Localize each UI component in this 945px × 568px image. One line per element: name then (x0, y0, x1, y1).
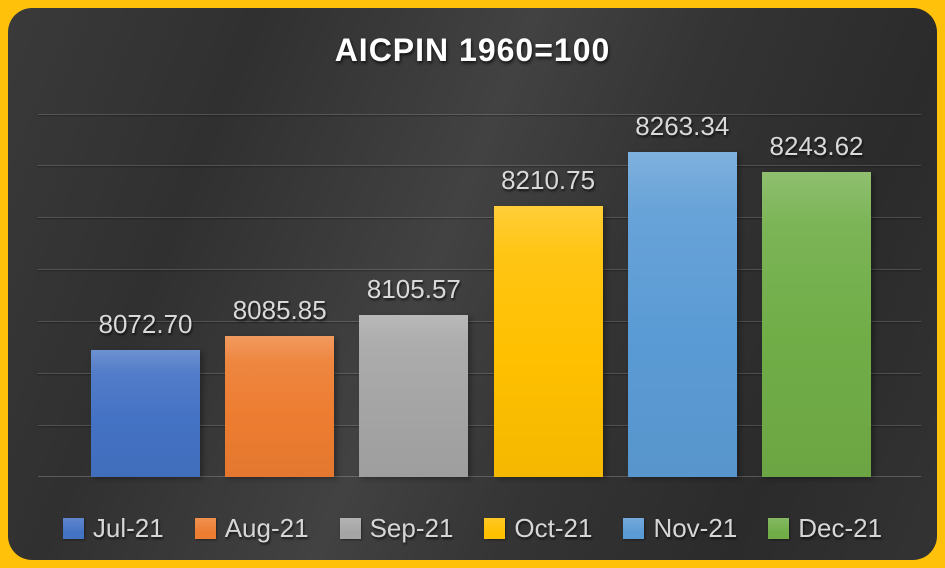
bar-value-label: 8243.62 (769, 131, 864, 162)
gridline (38, 269, 921, 271)
chart-canvas: AICPIN 1960=100 8072.70 8085.85 8105.57 821… (8, 8, 937, 560)
bar-sep-21 (359, 315, 469, 477)
bar-value-label: 8210.75 (501, 165, 596, 196)
bar-dec-21 (762, 172, 871, 477)
x-axis-line (38, 476, 921, 477)
bar-aug-21 (225, 335, 335, 477)
legend-item-nov-21: Nov-21 (623, 513, 737, 544)
bar-nov-21 (627, 151, 737, 477)
gridline (38, 217, 921, 219)
plot-area: 8072.70 8085.85 8105.57 8210.75 8263.34 8243.… (38, 98, 921, 477)
legend-label: Oct-21 (514, 513, 593, 543)
gridline (38, 165, 921, 167)
bar-jul-21 (91, 349, 200, 477)
legend-swatch-icon (194, 518, 216, 539)
legend-label: Nov-21 (653, 513, 738, 543)
legend-item-jul-21: Jul-21 (62, 513, 164, 544)
legend-swatch-icon (62, 518, 84, 539)
gridline (38, 113, 921, 115)
bar-oct-21 (493, 206, 603, 477)
bar-value-label: 8072.70 (98, 308, 193, 339)
gridline (38, 425, 921, 427)
legend-item-sep-21: Sep-21 (339, 513, 454, 544)
legend: Jul-21 Aug-21 Sep-21 Oct-21 Nov-21 Dec-21 (8, 513, 937, 544)
legend-label: Jul-21 (92, 513, 164, 543)
legend-swatch-icon (484, 518, 506, 539)
legend-swatch-icon (339, 518, 361, 539)
legend-label: Aug-21 (224, 513, 309, 543)
legend-item-aug-21: Aug-21 (194, 513, 309, 544)
legend-item-oct-21: Oct-21 (484, 513, 592, 544)
legend-label: Sep-21 (369, 513, 454, 543)
bar-value-label: 8105.57 (366, 274, 461, 305)
legend-swatch-icon (768, 518, 790, 539)
gridline (38, 373, 921, 375)
legend-item-dec-21: Dec-21 (768, 513, 882, 544)
legend-swatch-icon (623, 518, 645, 539)
bar-value-label: 8085.85 (232, 294, 327, 325)
legend-label: Dec-21 (798, 513, 883, 543)
chart-title: AICPIN 1960=100 (334, 32, 611, 68)
bar-value-label: 8263.34 (635, 110, 730, 141)
gridline (38, 321, 921, 323)
